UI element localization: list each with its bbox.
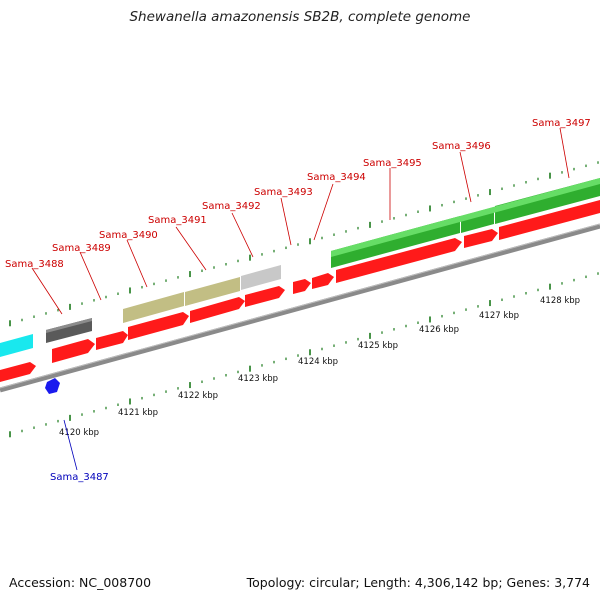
leader-sama-3488 [31,267,63,315]
red-arrow-1 [0,362,36,382]
gene-label-leaders [31,127,570,471]
gene-label-sama-3494[interactable]: Sama_3494 [307,172,366,183]
genome-backbone [0,223,600,393]
ruler-label: 4123 kbp [238,374,278,384]
gene-label-sama-3497[interactable]: Sama_3497 [532,118,591,129]
red-arrow-8 [312,273,334,289]
gene-label-sama-3496[interactable]: Sama_3496 [432,141,491,152]
gene-label-sama-3495[interactable]: Sama_3495 [363,158,422,169]
red-arrow-5 [190,297,245,323]
gene-label-sama-3489[interactable]: Sama_3489 [52,243,111,254]
red-arrow-7 [293,279,311,294]
leader-sama-3489 [79,251,102,301]
gene-label-sama-3491[interactable]: Sama_3491 [148,215,207,226]
leader-sama-3497 [559,127,570,179]
ruler-label: 4124 kbp [298,357,338,367]
feature-blue [45,378,60,394]
leader-sama-3490 [126,239,148,288]
feature-olive-2 [185,277,240,306]
feature-track [0,178,600,394]
red-arrow-3 [96,331,128,350]
gene-label-sama-3487[interactable]: Sama_3487 [50,472,109,483]
leader-sama-3491 [175,226,207,271]
gene-label-sama-3493[interactable]: Sama_3493 [254,187,313,198]
leader-sama-3487 [63,419,78,471]
feature-cyan [0,334,33,357]
ruler-label: 4128 kbp [540,296,580,306]
feature-dark-gray [46,318,92,343]
gene-label-sama-3492[interactable]: Sama_3492 [202,201,261,212]
ruler-label: 4121 kbp [118,408,158,418]
ruler-label: 4126 kbp [419,325,459,335]
accession-text: Accession: NC_008700 [9,575,152,590]
leader-sama-3493 [280,197,292,246]
ruler-label: 4122 kbp [178,391,218,401]
genome-backbone-highlight [0,223,600,389]
ruler-labels: 4120 kbp 4121 kbp 4122 kbp 4123 kbp 4124… [59,296,580,438]
gene-label-sama-3490[interactable]: Sama_3490 [99,230,158,241]
map-title: Shewanella amazonensis SB2B, complete ge… [129,9,471,25]
upper-tick-track [9,161,599,327]
ruler-label: 4120 kbp [59,428,99,438]
red-arrow-9 [336,238,462,283]
lower-tick-track [9,272,599,438]
gene-labels: Sama_3487 Sama_3488 Sama_3489 Sama_3490 … [5,118,591,483]
red-arrow-4 [128,312,189,340]
backbone-layer [0,223,600,393]
leader-sama-3494 [313,183,334,241]
leader-sama-3496 [459,151,472,203]
leader-sama-3492 [231,212,254,258]
red-arrow-2 [52,339,95,363]
feature-light-gray [241,265,281,290]
red-arrow-10 [464,229,498,248]
ruler-label: 4125 kbp [358,341,398,351]
topology-text: Topology: circular; Length: 4,306,142 bp… [246,575,590,590]
gene-label-sama-3488[interactable]: Sama_3488 [5,259,64,270]
feature-olive-1 [123,292,184,323]
ruler-label: 4127 kbp [479,311,519,321]
feature-green-highlight [331,178,600,257]
red-arrow-6 [245,286,285,307]
red-arrow-11 [499,200,600,240]
feature-dark-gray-top [46,318,92,333]
